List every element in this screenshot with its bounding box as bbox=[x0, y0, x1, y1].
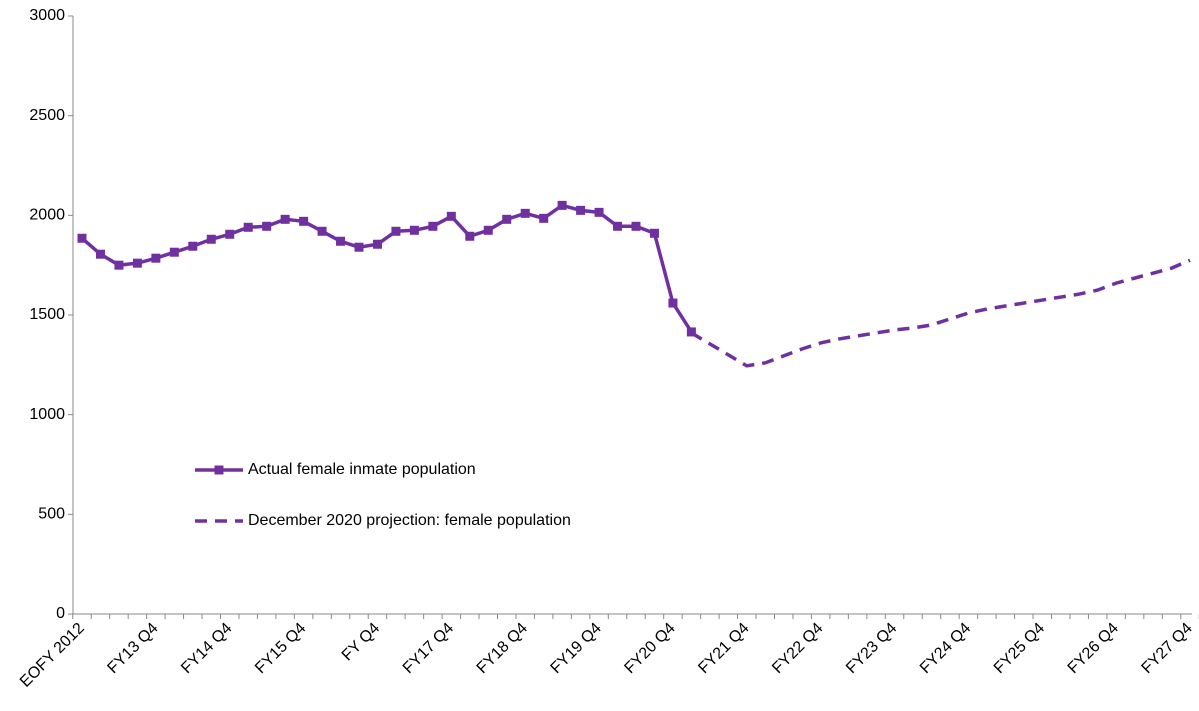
marker bbox=[225, 229, 235, 239]
x-tick-label: FY26 Q4 bbox=[1065, 620, 1122, 677]
legend-label: Actual female inmate population bbox=[248, 461, 476, 478]
marker bbox=[539, 213, 549, 223]
y-tick-label: 0 bbox=[56, 605, 65, 622]
marker bbox=[631, 221, 641, 231]
marker bbox=[557, 200, 567, 210]
marker bbox=[317, 226, 327, 236]
series-line bbox=[690, 258, 1191, 368]
marker bbox=[649, 228, 659, 238]
marker bbox=[372, 239, 382, 249]
marker bbox=[169, 247, 179, 257]
x-tick-label: FY24 Q4 bbox=[917, 620, 974, 677]
marker bbox=[243, 222, 253, 232]
x-tick-label: FY Q4 bbox=[339, 620, 384, 665]
marker bbox=[613, 221, 623, 231]
x-tick-label: EOFY 2012 bbox=[17, 620, 88, 691]
x-tick-label: FY27 Q4 bbox=[1139, 620, 1196, 677]
marker bbox=[502, 214, 512, 224]
x-tick-label: FY18 Q4 bbox=[474, 620, 531, 677]
marker bbox=[520, 208, 530, 218]
marker bbox=[206, 234, 216, 244]
legend-marker bbox=[214, 465, 224, 475]
marker bbox=[668, 298, 678, 308]
legend-label: December 2020 projection: female populat… bbox=[248, 512, 571, 529]
x-tick-label: FY15 Q4 bbox=[252, 620, 309, 677]
x-tick-label: FY22 Q4 bbox=[769, 620, 826, 677]
marker bbox=[576, 205, 586, 215]
y-tick-label: 2500 bbox=[29, 107, 65, 124]
marker bbox=[446, 211, 456, 221]
y-tick-label: 1500 bbox=[29, 306, 65, 323]
marker bbox=[280, 214, 290, 224]
marker bbox=[77, 233, 87, 243]
marker bbox=[594, 207, 604, 217]
marker bbox=[391, 226, 401, 236]
y-tick-label: 2000 bbox=[29, 207, 65, 224]
marker bbox=[299, 216, 309, 226]
marker bbox=[262, 221, 272, 231]
y-tick-label: 3000 bbox=[29, 7, 65, 24]
y-tick-label: 500 bbox=[38, 506, 65, 523]
x-tick-label: FY23 Q4 bbox=[843, 620, 900, 677]
x-tick-label: FY14 Q4 bbox=[178, 620, 235, 677]
x-tick-label: FY19 Q4 bbox=[548, 620, 605, 677]
series-line bbox=[80, 203, 693, 333]
marker bbox=[151, 253, 161, 263]
y-tick-label: 1000 bbox=[29, 406, 65, 423]
marker bbox=[95, 249, 105, 259]
marker bbox=[188, 241, 198, 251]
marker bbox=[483, 225, 493, 235]
marker bbox=[686, 327, 696, 337]
marker bbox=[465, 231, 475, 241]
x-tick-label: FY21 Q4 bbox=[695, 620, 752, 677]
marker bbox=[132, 258, 142, 268]
marker bbox=[114, 260, 124, 270]
x-tick-label: FY17 Q4 bbox=[400, 620, 457, 677]
x-tick-label: FY20 Q4 bbox=[621, 620, 678, 677]
marker bbox=[428, 221, 438, 231]
marker bbox=[354, 242, 364, 252]
marker bbox=[409, 225, 419, 235]
marker bbox=[336, 236, 346, 246]
x-tick-label: FY13 Q4 bbox=[104, 620, 161, 677]
x-tick-label: FY25 Q4 bbox=[991, 620, 1048, 677]
